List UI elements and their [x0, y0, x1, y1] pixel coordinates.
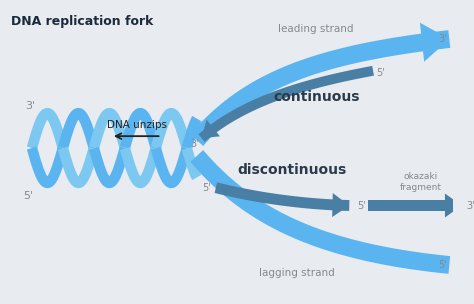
Text: 3': 3': [466, 201, 474, 210]
Polygon shape: [151, 108, 191, 149]
Polygon shape: [58, 108, 99, 149]
Text: 5': 5': [438, 260, 447, 270]
Text: 5': 5': [23, 191, 33, 201]
Polygon shape: [191, 150, 450, 274]
Polygon shape: [89, 147, 130, 188]
Polygon shape: [89, 108, 130, 150]
Polygon shape: [215, 182, 349, 211]
Text: 5': 5': [202, 183, 211, 193]
Text: 5': 5': [358, 201, 366, 210]
Polygon shape: [120, 108, 161, 149]
Polygon shape: [151, 147, 191, 188]
Polygon shape: [120, 147, 161, 188]
Text: discontinuous: discontinuous: [238, 163, 347, 177]
Polygon shape: [332, 193, 349, 217]
Polygon shape: [368, 200, 462, 211]
Polygon shape: [191, 30, 450, 146]
Polygon shape: [445, 194, 462, 217]
Polygon shape: [27, 108, 68, 150]
Text: 3': 3': [438, 34, 447, 44]
Text: okazaki
fragment: okazaki fragment: [400, 171, 442, 192]
Text: 3': 3': [25, 102, 35, 112]
Polygon shape: [201, 119, 220, 138]
Polygon shape: [420, 23, 449, 62]
Text: DNA replication fork: DNA replication fork: [11, 15, 153, 28]
Polygon shape: [182, 116, 201, 149]
Text: continuous: continuous: [273, 89, 359, 103]
Text: leading strand: leading strand: [278, 24, 354, 34]
Text: 3': 3': [190, 139, 199, 149]
Polygon shape: [182, 147, 201, 180]
Text: DNA unzips: DNA unzips: [107, 120, 167, 130]
Polygon shape: [58, 147, 99, 188]
Text: lagging strand: lagging strand: [259, 268, 335, 278]
Polygon shape: [27, 147, 68, 188]
Polygon shape: [199, 66, 374, 142]
Text: 5': 5': [376, 68, 385, 78]
